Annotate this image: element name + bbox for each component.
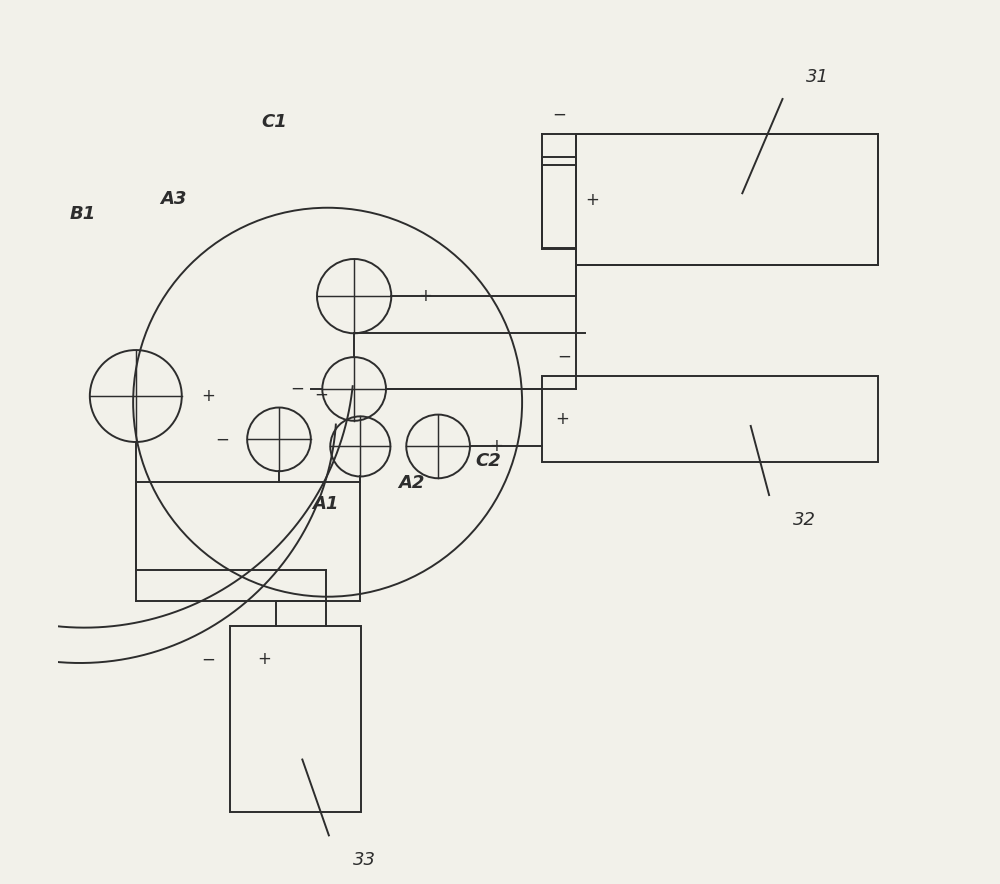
Bar [542, 376, 878, 462]
Bar [542, 156, 576, 248]
Text: −: − [215, 431, 229, 448]
Text: C1: C1 [262, 113, 287, 131]
Text: +: + [418, 287, 432, 305]
Text: −: − [314, 385, 328, 403]
Text: +: + [490, 438, 503, 455]
Text: C2: C2 [476, 453, 501, 470]
Text: +: + [257, 651, 271, 668]
Text: +: + [555, 410, 569, 428]
Text: 33: 33 [353, 851, 376, 869]
Text: A3: A3 [160, 190, 186, 208]
Text: +: + [201, 387, 215, 405]
Text: +: + [585, 191, 599, 209]
Bar [230, 626, 361, 812]
Text: −: − [291, 380, 305, 398]
Text: −: − [558, 347, 571, 365]
Bar [576, 134, 878, 265]
Text: −: − [201, 651, 215, 668]
Text: A2: A2 [398, 474, 425, 492]
Text: −: − [552, 106, 566, 124]
Text: B1: B1 [70, 205, 96, 223]
Text: A1: A1 [312, 495, 338, 513]
Text: 32: 32 [793, 511, 816, 529]
Text: 31: 31 [806, 68, 829, 86]
